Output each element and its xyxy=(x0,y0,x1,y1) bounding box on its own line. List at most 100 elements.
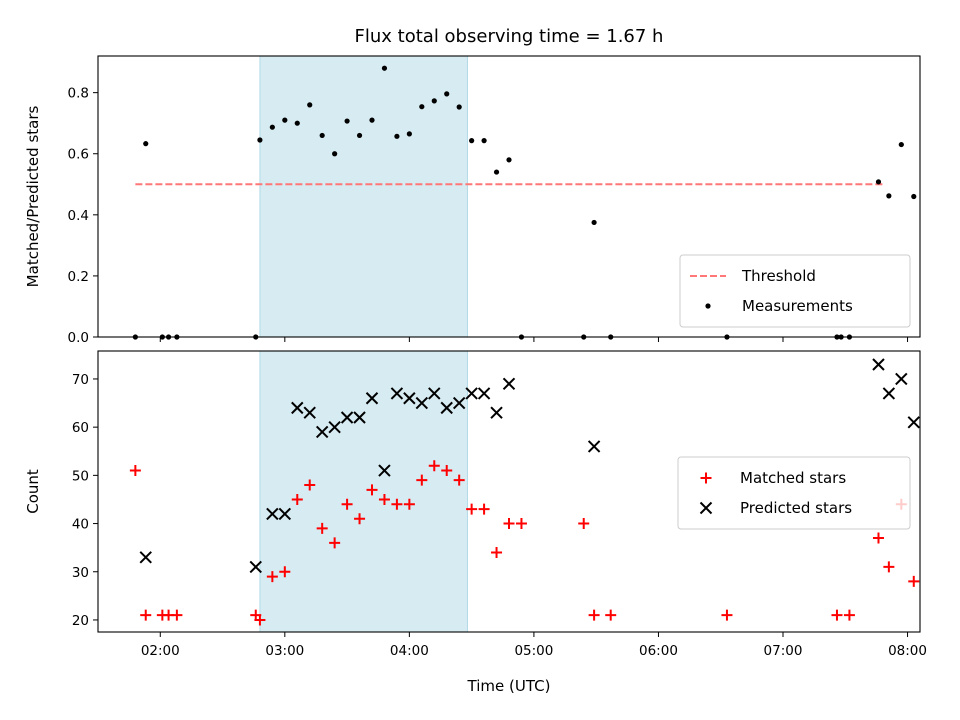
data-point xyxy=(341,498,353,510)
data-point xyxy=(378,464,391,477)
data-point xyxy=(419,104,425,110)
chart-title: Flux total observing time = 1.67 h xyxy=(355,26,664,47)
legend-swatch xyxy=(699,501,713,515)
data-point xyxy=(279,566,291,578)
data-point xyxy=(515,518,527,530)
x-tick-label: 06:00 xyxy=(639,643,678,659)
data-point xyxy=(315,425,329,439)
data-point xyxy=(895,372,908,386)
data-point xyxy=(381,65,388,71)
data-point xyxy=(452,396,466,410)
data-point xyxy=(391,498,403,510)
data-point xyxy=(605,609,617,621)
data-point xyxy=(843,609,855,621)
y-tick-label: 50 xyxy=(72,468,89,484)
data-point xyxy=(344,118,350,124)
data-point xyxy=(406,131,412,137)
data-point xyxy=(307,102,313,108)
x-tick-label: 02:00 xyxy=(141,643,180,659)
data-point xyxy=(390,387,404,400)
panel-bottom: 20 30 40 50 60 70 02:00 03:00 04:00 05:00 06:00 07:… xyxy=(24,350,927,659)
plot-frame xyxy=(97,350,921,633)
data-point xyxy=(403,392,416,405)
data-point xyxy=(269,124,275,130)
data-point xyxy=(466,503,478,515)
data-point xyxy=(911,193,917,200)
data-point xyxy=(257,137,263,143)
series-predicted-stars xyxy=(139,358,920,574)
data-point xyxy=(428,387,441,400)
y-tick-label: 0.0 xyxy=(68,330,89,346)
data-point xyxy=(491,546,503,558)
data-point xyxy=(882,387,896,400)
data-point xyxy=(444,91,450,97)
data-point xyxy=(465,387,478,400)
data-point xyxy=(266,571,278,583)
data-point xyxy=(266,507,279,521)
y-axis-label: Matched/Predicted stars xyxy=(24,106,42,288)
data-point xyxy=(282,117,288,123)
y-tick-label: 0.6 xyxy=(68,147,89,163)
legend: Matched stars Predicted stars xyxy=(677,456,911,530)
data-point xyxy=(366,484,378,496)
data-point xyxy=(394,133,400,139)
data-point xyxy=(440,401,453,415)
data-point xyxy=(490,406,503,419)
y-tick-label: 30 xyxy=(72,565,89,581)
x-tick-label: 07:00 xyxy=(764,643,803,659)
data-point xyxy=(328,420,341,434)
data-point xyxy=(294,120,300,126)
data-point xyxy=(441,465,453,477)
data-point xyxy=(291,401,304,415)
data-point xyxy=(129,465,141,477)
legend-label: Threshold xyxy=(741,267,816,285)
x-tick-label: 04:00 xyxy=(390,643,429,659)
data-point xyxy=(254,614,266,626)
legend-label: Predicted stars xyxy=(740,499,852,517)
data-point xyxy=(456,104,462,110)
data-point xyxy=(139,551,152,564)
data-point xyxy=(478,503,490,515)
data-point xyxy=(481,138,487,144)
x-axis-label: Time (UTC) xyxy=(467,677,551,695)
data-point xyxy=(303,406,316,419)
y-tick-label: 70 xyxy=(72,372,89,388)
data-point xyxy=(354,513,366,525)
y-tick-label: 0.2 xyxy=(68,269,89,285)
data-point xyxy=(578,518,590,530)
series-matched-stars xyxy=(129,460,920,626)
legend: Threshold Measurements xyxy=(679,254,911,328)
data-point xyxy=(431,98,437,104)
data-point xyxy=(721,609,733,621)
data-point xyxy=(249,560,262,574)
y-tick-label: 40 xyxy=(72,517,89,533)
data-point xyxy=(291,493,303,505)
data-point xyxy=(908,575,920,587)
data-point xyxy=(304,479,316,491)
data-point xyxy=(503,518,515,530)
legend-swatch xyxy=(700,472,712,484)
data-point xyxy=(316,522,328,534)
data-point xyxy=(493,169,500,175)
legend-label: Matched stars xyxy=(740,469,846,487)
data-point xyxy=(477,387,491,400)
legend-swatch xyxy=(705,303,711,309)
data-point xyxy=(403,498,415,510)
data-point xyxy=(329,537,341,549)
x-tick-label: 05:00 xyxy=(514,643,553,659)
data-point xyxy=(886,193,892,199)
y-tick-label: 0.8 xyxy=(68,86,89,102)
shaded-span xyxy=(259,350,468,633)
data-point xyxy=(872,532,884,544)
data-point xyxy=(907,416,920,429)
shaded-span xyxy=(259,55,468,338)
data-point xyxy=(872,358,885,371)
data-point xyxy=(502,377,516,390)
data-point xyxy=(453,474,465,486)
data-point xyxy=(587,440,601,453)
data-point xyxy=(415,396,429,410)
x-tick-label: 03:00 xyxy=(265,643,304,659)
data-point xyxy=(143,141,149,147)
